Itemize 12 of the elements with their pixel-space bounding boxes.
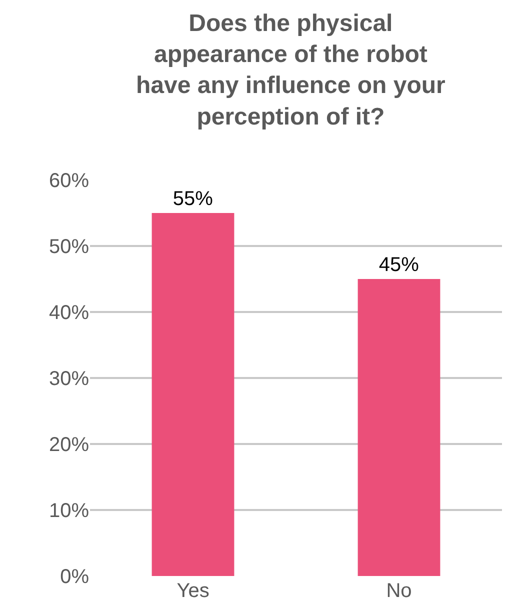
x-tick-label: Yes (176, 580, 210, 602)
x-tick-label: No (386, 580, 412, 602)
data-label: 55% (172, 188, 214, 210)
y-tick-label: 30% (48, 368, 90, 390)
y-tick-label: 60% (48, 170, 90, 192)
y-tick-label: 10% (48, 500, 90, 522)
data-label: 45% (378, 254, 420, 276)
y-tick-label: 20% (48, 434, 90, 456)
y-tick-label: 0% (60, 566, 90, 588)
y-tick-label: 40% (48, 302, 90, 324)
chart-title: Does the physical appearance of the robot have any influence on your perception of it? (136, 10, 446, 130)
y-tick-label: 50% (48, 236, 90, 258)
